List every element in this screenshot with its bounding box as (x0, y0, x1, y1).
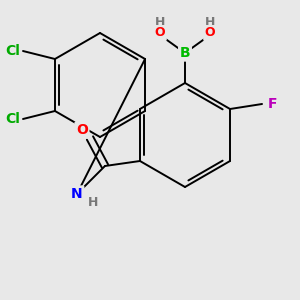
Text: O: O (76, 123, 88, 137)
Text: Cl: Cl (5, 44, 20, 58)
Text: H: H (155, 16, 165, 29)
Text: B: B (180, 46, 190, 60)
Text: H: H (205, 16, 215, 29)
Text: O: O (155, 26, 165, 40)
Text: O: O (205, 26, 215, 40)
Text: H: H (88, 196, 98, 208)
Text: Cl: Cl (5, 112, 20, 126)
Text: F: F (267, 97, 277, 111)
Text: N: N (71, 187, 83, 201)
